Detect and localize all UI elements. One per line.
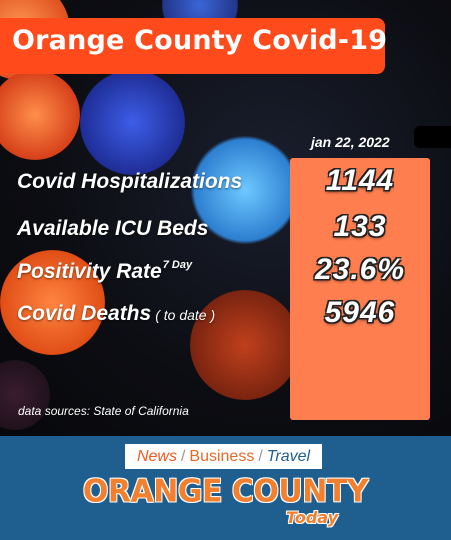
stat-label-hospitalizations: Covid Hospitalizations: [17, 170, 243, 193]
positivity-superscript: 7 Day: [162, 259, 193, 271]
stat-label-positivity: Positivity Rate7 Day: [17, 259, 193, 283]
values-panel: [290, 158, 430, 420]
bokeh-light: [80, 70, 185, 175]
bokeh-light: [190, 135, 300, 245]
tagline-travel: Travel: [266, 447, 311, 465]
tagline-business: Business: [189, 447, 255, 465]
stat-label-deaths: Covid Deaths( to date ): [17, 302, 216, 325]
stats-date: jan 22, 2022: [311, 134, 390, 150]
bokeh-light: [0, 250, 105, 355]
logo-subtitle: Today: [286, 508, 339, 527]
stat-value-deaths: 5946: [324, 296, 396, 329]
page-title: Orange County Covid-19: [12, 25, 388, 56]
stat-value-hospitalizations: 1144: [325, 164, 395, 197]
bokeh-light: [0, 70, 80, 160]
tagline-news: News: [136, 447, 177, 465]
title-banner: Orange County Covid-19: [0, 18, 388, 74]
tagline-separator: /: [258, 447, 263, 465]
bokeh-light: [190, 290, 300, 400]
deaths-note: ( to date ): [155, 307, 216, 323]
bokeh-light: [0, 360, 50, 430]
tagline-box: News / Business / Travel: [125, 444, 322, 469]
logo-wordmark: ORANGE COUNTY: [82, 473, 369, 510]
stat-value-icu-beds: 133: [333, 210, 387, 243]
stat-label-icu-beds: Available ICU Beds: [17, 217, 209, 240]
stat-value-positivity: 23.6%: [314, 253, 406, 286]
tagline-separator: /: [180, 447, 186, 465]
decorative-tab: [414, 126, 451, 148]
data-source-note: data sources: State of California: [18, 404, 189, 418]
